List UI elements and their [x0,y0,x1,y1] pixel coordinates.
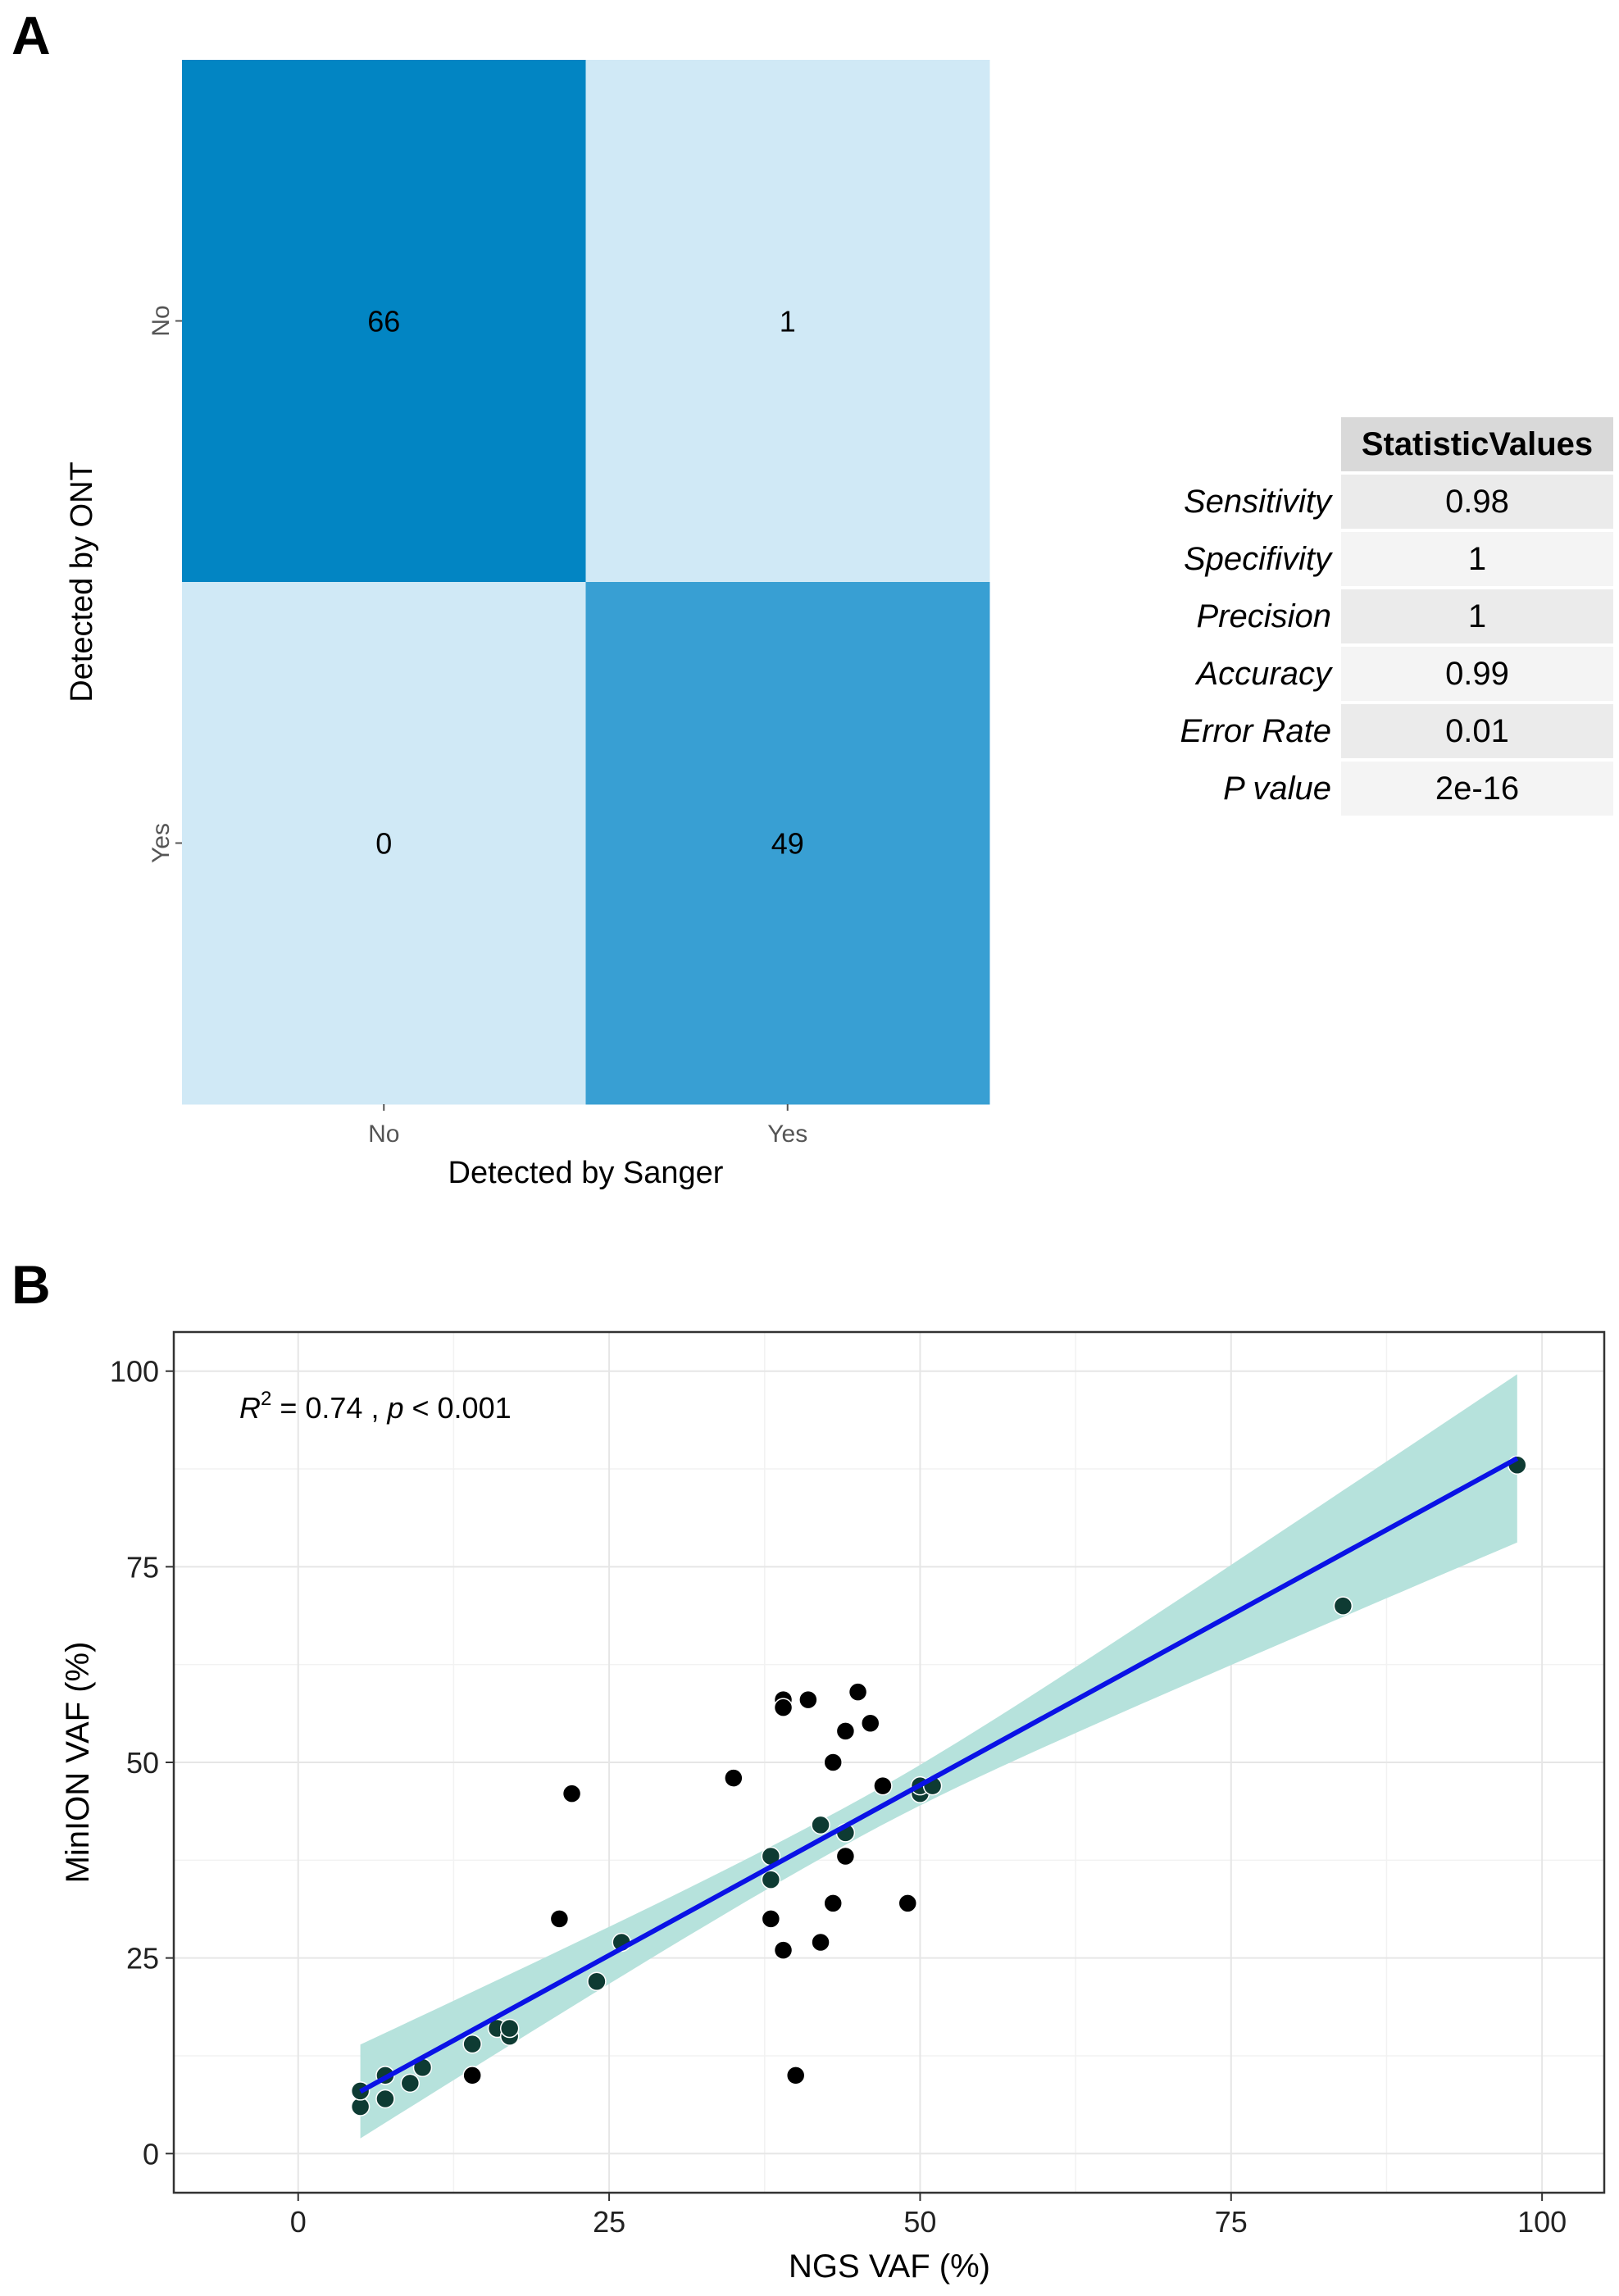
table-row: Specifivity 1 [1131,529,1617,589]
y-tick-label: 50 [126,1746,159,1780]
y-tick-label: Yes [148,823,175,863]
data-point [823,1753,843,1772]
data-point [549,1909,570,1929]
table-header-blank [1131,414,1341,475]
data-point [562,1784,582,1803]
row-label: Error Rate [1131,701,1341,762]
row-label: Sensitivity [1131,471,1341,532]
data-point [375,2089,395,2109]
heatmap-cell-label: 49 [771,827,804,861]
data-point [724,1768,744,1788]
data-point [811,1815,830,1835]
x-tick-label: Yes [767,1121,807,1148]
row-value: 1 [1338,586,1617,647]
y-tick-label: 25 [126,1942,159,1975]
x-tick-label: No [368,1121,399,1148]
x-axis-title: Detected by Sanger [448,1156,724,1190]
y-tick-label: 75 [126,1550,159,1584]
data-point [873,1775,893,1796]
data-point [835,1721,856,1741]
row-label: Precision [1131,586,1341,647]
table-header-statistic-values: StatisticValues [1338,414,1617,475]
r-value: = 0.74 , [271,1391,387,1425]
row-value: 1 [1338,529,1617,589]
y-tick-label: No [148,305,175,336]
data-point [1333,1596,1353,1616]
y-tick-label: 100 [110,1355,159,1389]
heatmap-cell [585,60,990,583]
x-tick-label: 100 [1517,2205,1567,2239]
data-point [400,2073,421,2094]
x-tick-label: 25 [593,2205,625,2239]
x-tick-label: 75 [1215,2205,1248,2239]
vaf-scatter-plot: 0 25 50 75 100 0 25 50 75 100 R2 = 0.74 , p < 0.0… [60,1330,1606,2285]
y-tick-label: 0 [143,2137,159,2171]
panel-label-a: A [11,5,51,66]
table-header-row: StatisticValues [1131,414,1617,475]
row-value: 0.01 [1338,701,1617,762]
data-point [462,2034,482,2054]
grid-lines [174,1332,1604,2193]
table-row: P value 2e-16 [1131,758,1617,819]
confidence-band [360,1374,1517,2139]
r-label: R [239,1391,261,1425]
data-point [499,2018,520,2039]
p-label: p [386,1391,403,1425]
data-point [761,1870,781,1889]
x-tick-label: 0 [290,2205,307,2239]
heatmap-cell [182,60,586,583]
r-sup: 2 [261,1388,271,1410]
data-point [811,1932,830,1953]
data-point [587,1971,607,1992]
row-value: 0.99 [1338,643,1617,704]
row-label: P value [1131,758,1341,819]
confusion-heatmap: 66 1 0 49 No Yes No Yes Detected by Sanger Detect… [65,60,990,1190]
panel-label-b: B [11,1254,51,1315]
axis-ticks: 0 25 50 75 100 0 25 50 75 100 [110,1355,1567,2239]
heatmap-cell-label: 66 [367,305,400,339]
heatmap-cell-label: 0 [375,827,392,861]
table-row: Precision 1 [1131,586,1617,647]
data-points [350,1455,1527,2116]
table-row: Error Rate 0.01 [1131,701,1617,762]
heatmap-cell [585,582,990,1105]
y-axis-title: Detected by ONT [65,461,99,702]
row-value: 2e-16 [1338,758,1617,819]
x-tick-label: 50 [903,2205,936,2239]
data-point [848,1682,868,1702]
data-point [773,1940,794,1960]
row-value: 0.98 [1338,471,1617,532]
stat-annotation: R2 = 0.74 , p < 0.001 [239,1388,512,1425]
regression-line [359,1456,1519,2094]
y-axis-title: MinION VAF (%) [60,1642,96,1884]
statistics-table: StatisticValues Sensitivity 0.98 Specifi… [1131,414,1617,819]
row-label: Specifivity [1131,529,1341,589]
data-point [898,1894,918,1913]
heatmap-cell [182,582,586,1105]
data-point [835,1846,856,1866]
data-point [761,1909,781,1929]
p-value: < 0.001 [404,1391,512,1425]
x-axis-title: NGS VAF (%) [789,2248,990,2285]
data-point [785,2066,806,2085]
data-point [823,1894,843,1913]
data-point [860,1713,880,1734]
data-point [798,1689,818,1710]
table-row: Accuracy 0.99 [1131,643,1617,704]
row-label: Accuracy [1131,643,1341,704]
heatmap-cell-label: 1 [780,305,796,339]
table-row: Sensitivity 0.98 [1131,471,1617,532]
data-point [462,2066,482,2085]
data-point [773,1698,794,1717]
